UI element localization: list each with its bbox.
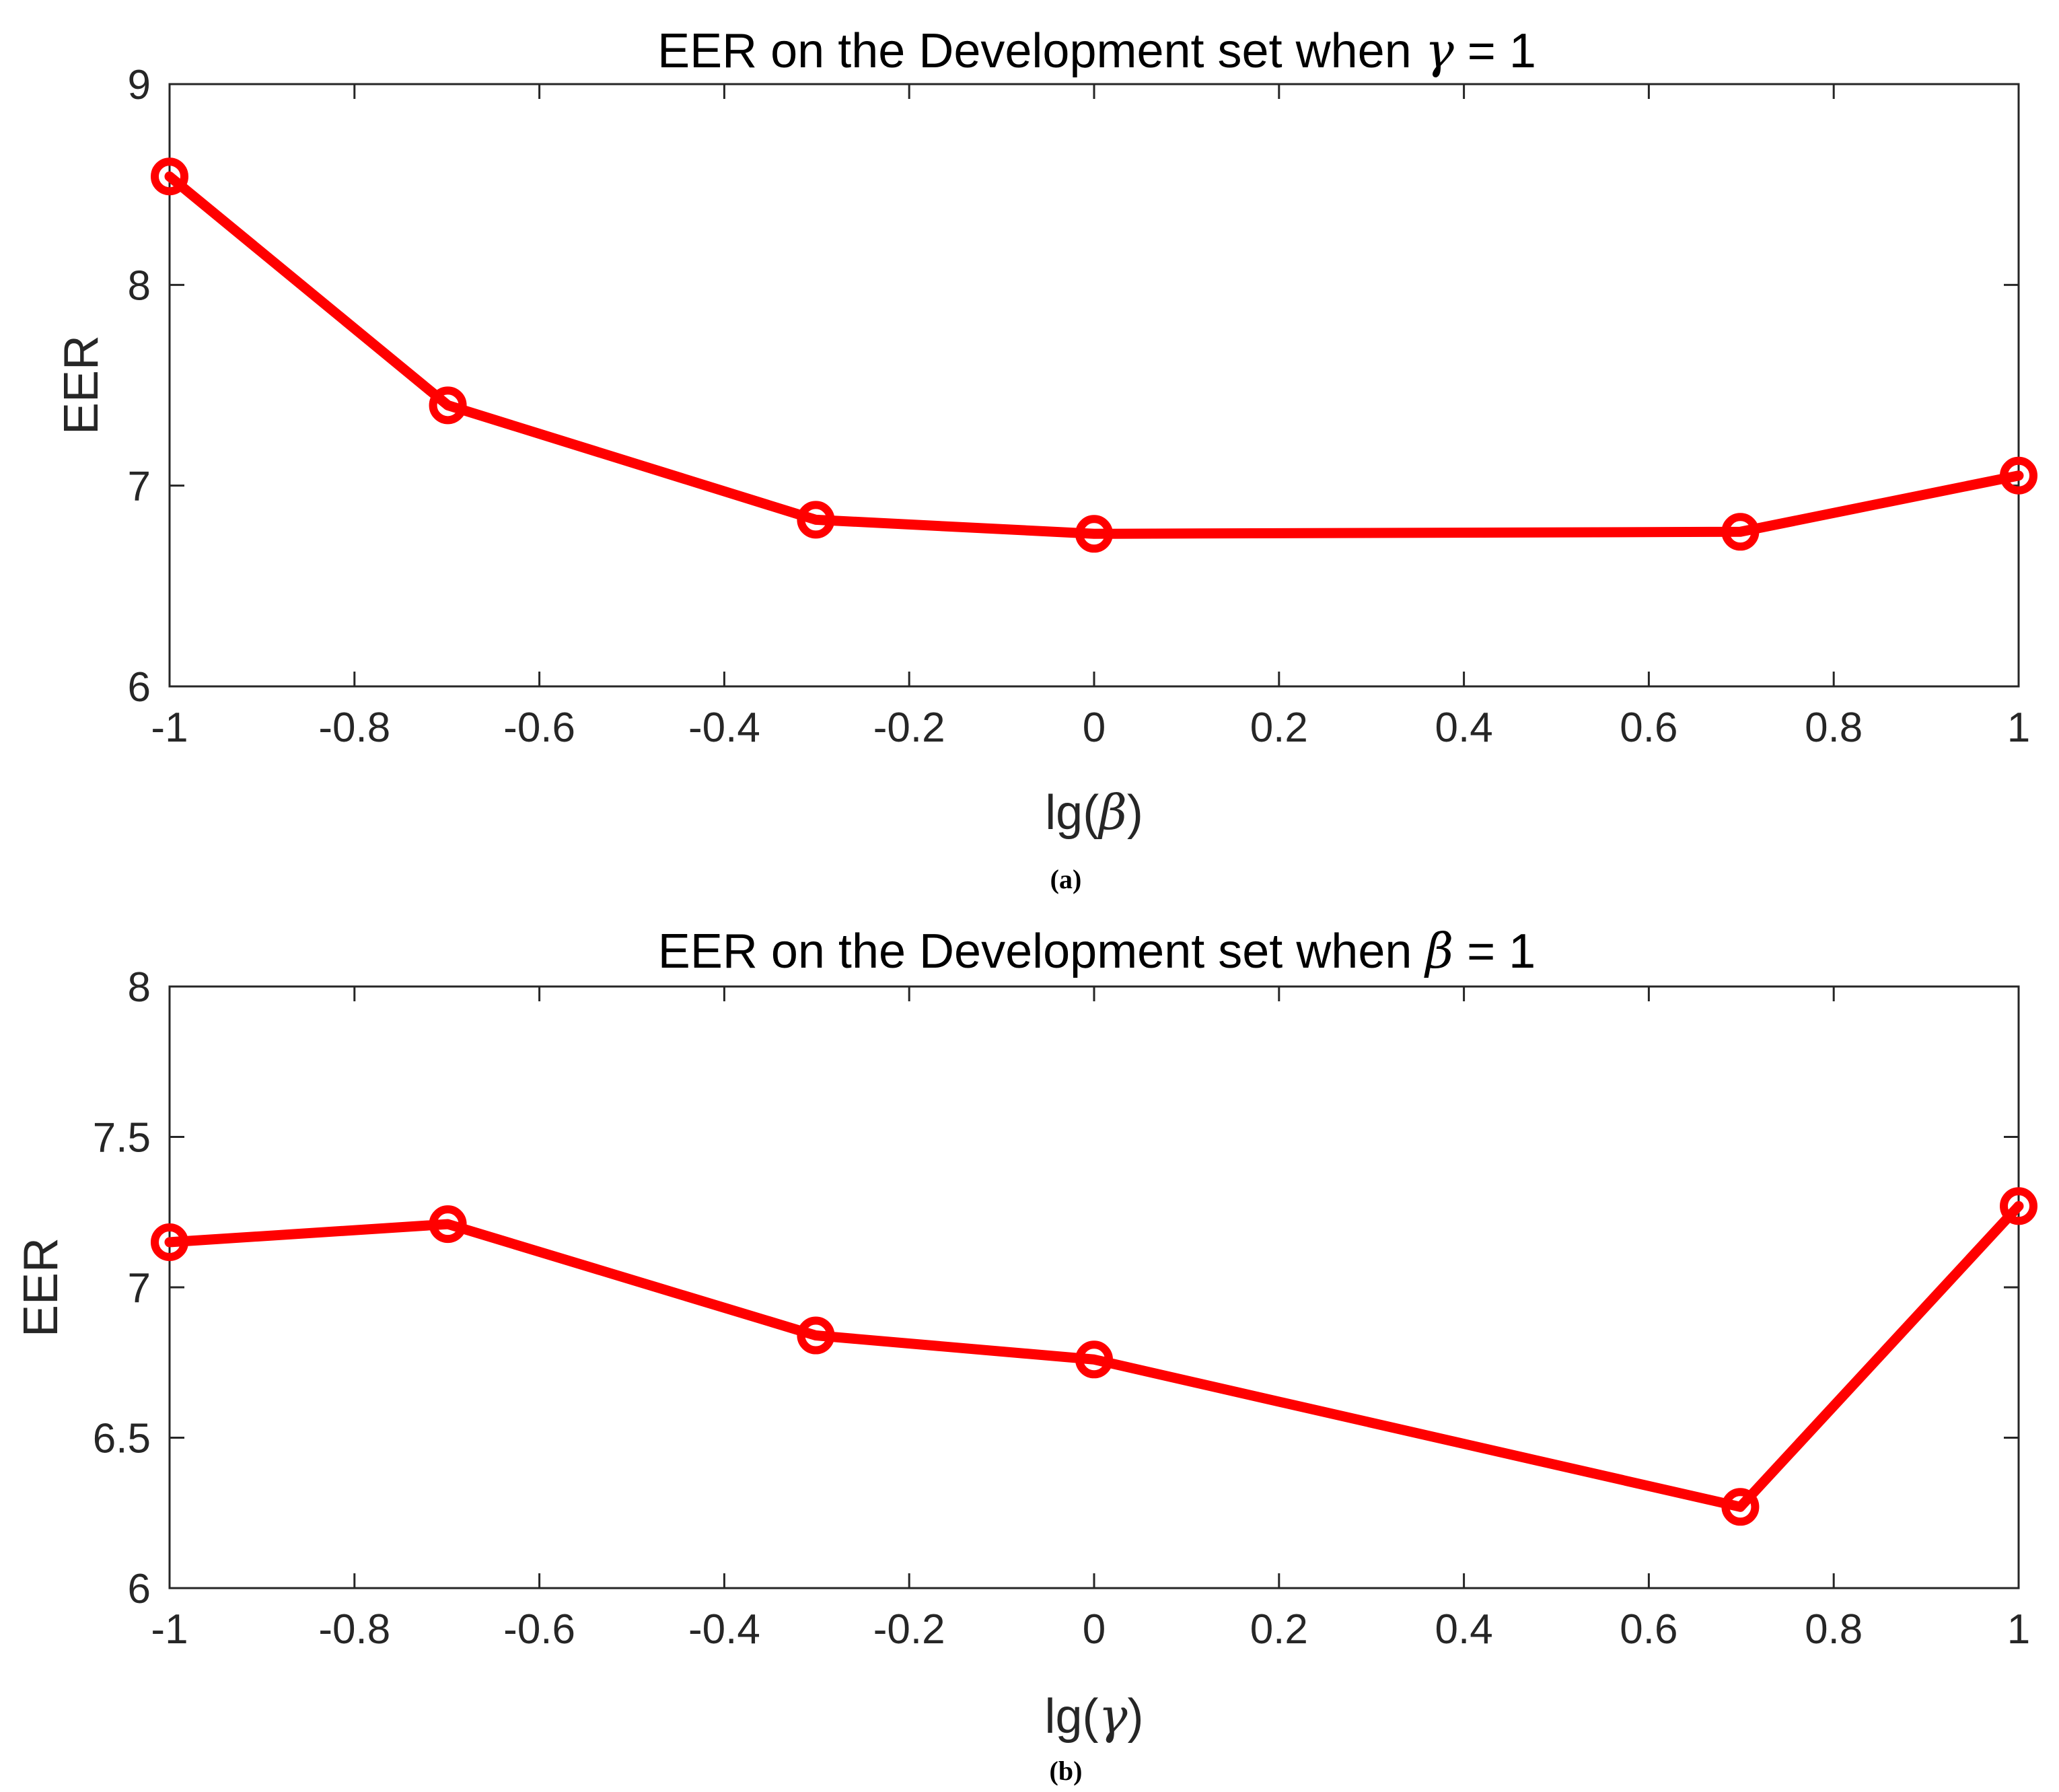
chart-a-series-line xyxy=(164,171,2024,539)
chart-b-data-point xyxy=(1721,1488,1760,1526)
chart-a-x-tick-label: -0.2 xyxy=(873,705,945,751)
chart-b-data-point xyxy=(151,1223,188,1261)
chart-a-x-tick-label: -0.6 xyxy=(503,705,575,751)
chart-b-x-tick-label: -0.8 xyxy=(318,1606,390,1653)
chart-b-y-tick-label: 7.5 xyxy=(93,1115,151,1161)
chart-a-ticks xyxy=(168,83,2020,688)
chart-b-tick-labels: -1 -0.8 -0.6 -0.4 -0.2 0 0.2 0.4 0.6 0.8 1 6 6.5 7 7.5… xyxy=(93,964,2030,1653)
chart-b-x-tick-label: 1 xyxy=(2007,1606,2030,1653)
chart-b-x-tick-label: -0.4 xyxy=(688,1606,760,1653)
chart-a: EER on the Development set when γ = 1 -1… xyxy=(55,22,2037,894)
chart-b-x-tick-label: 0.2 xyxy=(1250,1606,1308,1653)
chart-b-x-tick-label: 0.8 xyxy=(1805,1606,1863,1653)
chart-a-data-point xyxy=(797,501,835,539)
chart-a-caption: (a) xyxy=(1050,864,1082,894)
chart-a-y-axis-label: EER xyxy=(55,335,108,435)
chart-a-x-tick-label: 0.6 xyxy=(1620,705,1677,751)
chart-a-data-point xyxy=(2000,456,2037,495)
chart-b-x-tick-label: -1 xyxy=(151,1606,188,1653)
chart-b: EER on the Development set when β = 1 -1… xyxy=(14,923,2037,1786)
chart-a-plot-frame xyxy=(168,83,2020,688)
chart-b-y-tick-label: 6.5 xyxy=(93,1416,151,1462)
chart-b-x-tick-label: 0 xyxy=(1083,1606,1106,1653)
chart-b-data-point xyxy=(429,1205,467,1244)
chart-a-x-tick-label: 1 xyxy=(2007,705,2030,751)
chart-b-data-point xyxy=(2000,1187,2037,1225)
chart-b-y-tick-label: 7 xyxy=(128,1265,151,1312)
chart-a-data-point xyxy=(1721,513,1760,551)
chart-b-data-point xyxy=(797,1316,835,1355)
chart-a-y-tick-label: 8 xyxy=(128,262,151,309)
chart-b-title: EER on the Development set when β = 1 xyxy=(658,923,1536,979)
chart-a-markers xyxy=(151,157,2037,553)
chart-b-x-tick-label: 0.6 xyxy=(1620,1606,1677,1653)
chart-a-data-point xyxy=(151,157,188,196)
chart-a-x-tick-label: -1 xyxy=(151,705,188,751)
chart-a-y-tick-label: 7 xyxy=(128,464,151,510)
chart-b-caption: (b) xyxy=(1050,1756,1083,1786)
chart-a-title: EER on the Development set when γ = 1 xyxy=(657,22,1536,79)
chart-b-ticks xyxy=(168,985,2020,1589)
chart-a-x-tick-label: -0.4 xyxy=(688,705,760,751)
chart-b-data-point xyxy=(1075,1340,1113,1379)
chart-b-y-tick-label: 8 xyxy=(128,964,151,1011)
chart-a-y-tick-label: 6 xyxy=(128,664,151,711)
chart-b-series-line xyxy=(164,1200,2024,1512)
chart-b-x-tick-label: 0.4 xyxy=(1435,1606,1492,1653)
chart-a-x-tick-label: -0.8 xyxy=(318,705,390,751)
chart-a-x-tick-label: 0.8 xyxy=(1805,705,1863,751)
chart-b-markers xyxy=(151,1187,2037,1526)
chart-a-x-tick-label: 0.2 xyxy=(1250,705,1308,751)
chart-a-y-tick-label: 9 xyxy=(128,62,151,108)
chart-b-y-tick-label: 6 xyxy=(128,1566,151,1612)
chart-b-x-axis-label: lg(γ) xyxy=(1044,1688,1143,1744)
chart-a-tick-labels: -1 -0.8 -0.6 -0.4 -0.2 0 0.2 0.4 0.6 0.8 1 6 7 8 9 xyxy=(128,62,2031,751)
chart-a-data-point xyxy=(1075,515,1113,553)
chart-a-data-point xyxy=(429,386,467,425)
chart-a-x-tick-label: 0.4 xyxy=(1435,705,1492,751)
chart-a-x-axis-label: lg(β) xyxy=(1045,784,1143,840)
chart-a-x-tick-label: 0 xyxy=(1083,705,1106,751)
chart-b-y-axis-label: EER xyxy=(14,1238,68,1337)
chart-b-plot-frame xyxy=(168,985,2020,1589)
chart-b-x-tick-label: -0.6 xyxy=(503,1606,575,1653)
chart-b-x-tick-label: -0.2 xyxy=(873,1606,945,1653)
